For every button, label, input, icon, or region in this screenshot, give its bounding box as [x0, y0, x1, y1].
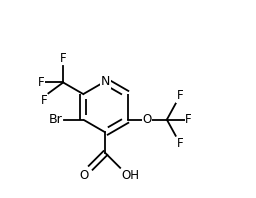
- Text: F: F: [60, 52, 67, 65]
- Text: N: N: [101, 75, 110, 88]
- Text: Br: Br: [49, 113, 63, 126]
- Text: O: O: [80, 169, 89, 182]
- Text: O: O: [143, 113, 152, 126]
- Text: F: F: [185, 113, 192, 126]
- Text: OH: OH: [121, 169, 139, 182]
- Text: F: F: [38, 76, 45, 89]
- Text: F: F: [176, 137, 183, 150]
- Text: F: F: [176, 89, 183, 102]
- Text: F: F: [41, 94, 48, 107]
